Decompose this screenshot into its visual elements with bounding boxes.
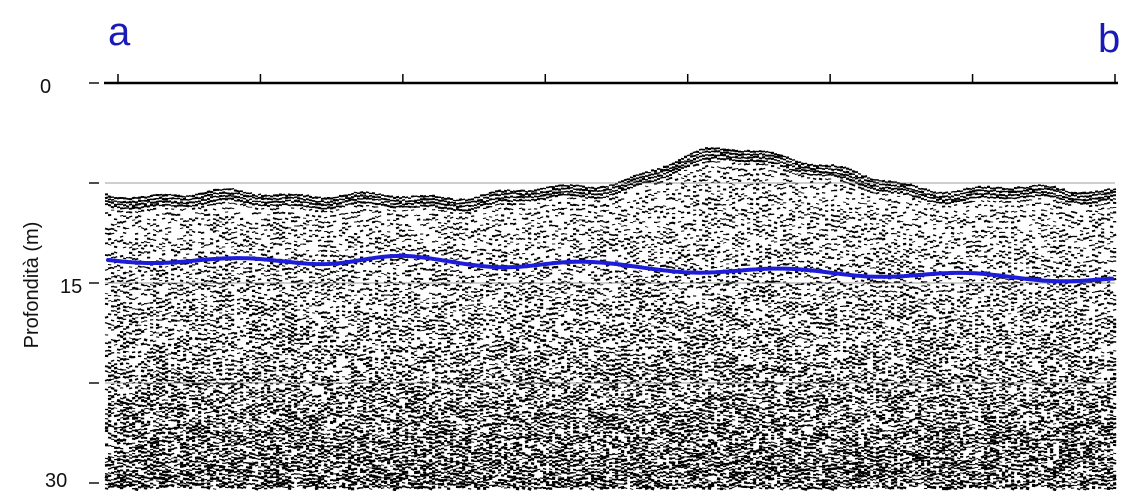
top-axis-ticks	[117, 74, 1116, 83]
depth-axis-title: Profondità (m)	[21, 222, 43, 349]
depth-gridlines	[105, 182, 1115, 384]
depth-tick-label-0: 0	[40, 76, 51, 98]
depth-tick-marks	[89, 82, 99, 484]
profile-end-label: b	[1098, 17, 1120, 61]
seismic-reflection-section	[104, 147, 1117, 491]
depth-tick-label-30: 30	[45, 470, 67, 491]
profile-start-label: a	[108, 10, 131, 54]
depth-tick-label-15: 15	[60, 276, 82, 298]
interpreted-horizon-line	[106, 253, 1114, 284]
